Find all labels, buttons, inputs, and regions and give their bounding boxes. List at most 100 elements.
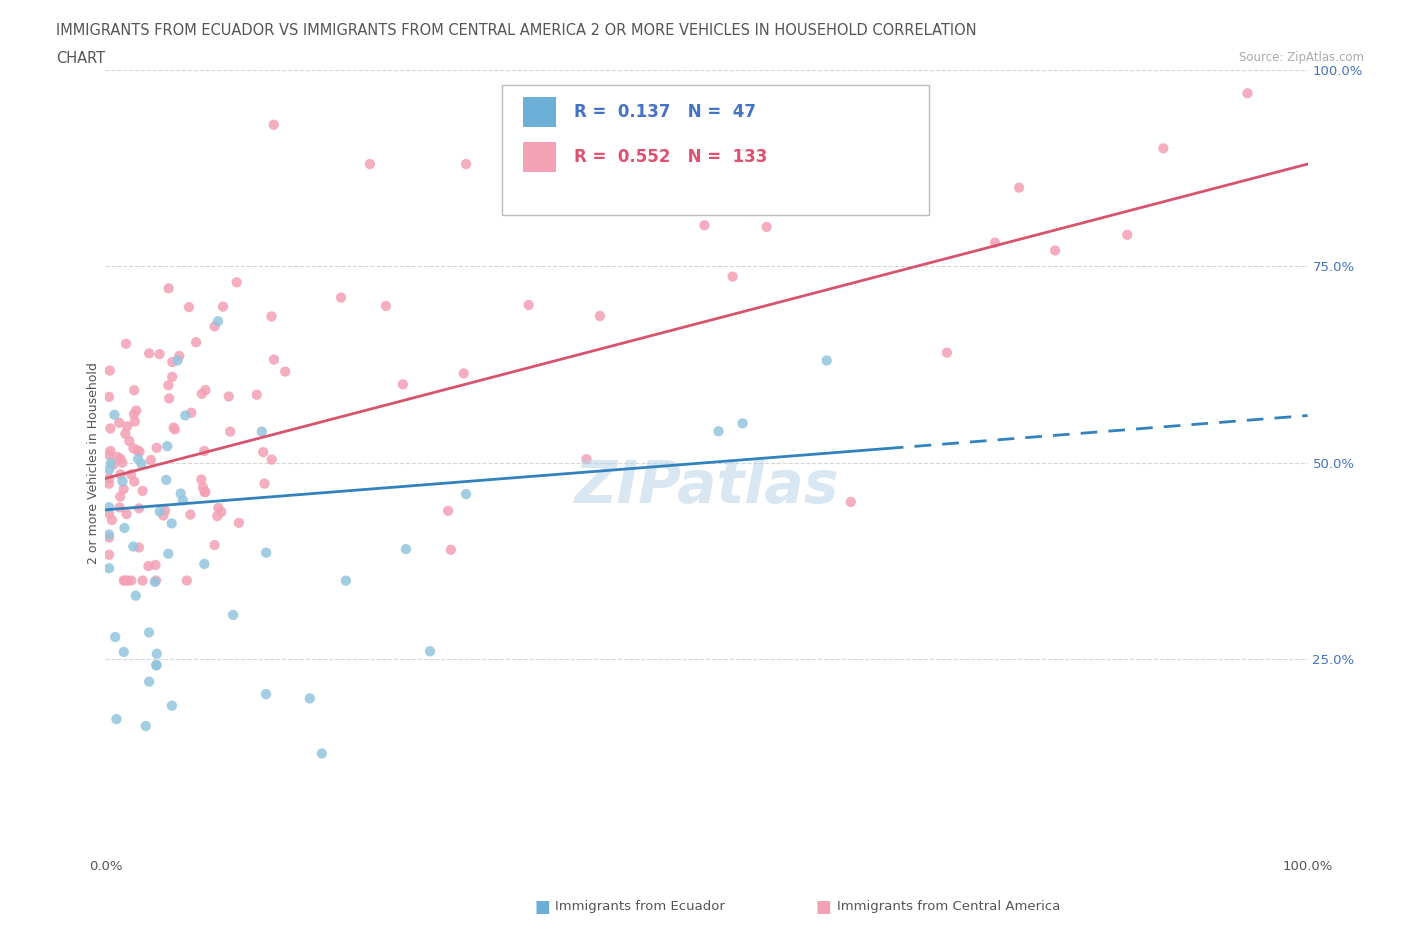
- Point: [253, 476, 276, 491]
- Point: [440, 542, 463, 557]
- Point: [260, 309, 283, 324]
- Point: [721, 269, 744, 284]
- Point: [437, 503, 460, 518]
- Point: [174, 408, 197, 423]
- Point: [131, 573, 153, 588]
- Point: [145, 441, 167, 456]
- Point: [454, 156, 477, 171]
- Point: [392, 377, 415, 392]
- Point: [1152, 141, 1174, 156]
- Point: [145, 557, 167, 572]
- Point: [128, 445, 150, 459]
- Point: [395, 541, 418, 556]
- Point: [172, 493, 194, 508]
- Point: [252, 445, 274, 459]
- Point: [575, 452, 598, 467]
- Point: [101, 458, 124, 472]
- Point: [204, 538, 226, 552]
- Point: [160, 698, 183, 713]
- Point: [747, 189, 769, 204]
- Point: [98, 447, 121, 462]
- Point: [225, 275, 247, 290]
- Point: [104, 630, 127, 644]
- Point: [98, 527, 121, 542]
- Point: [108, 500, 131, 515]
- Point: [176, 573, 198, 588]
- Point: [335, 573, 357, 588]
- Text: Immigrants from Ecuador: Immigrants from Ecuador: [555, 900, 725, 913]
- Point: [98, 476, 121, 491]
- Point: [112, 521, 135, 536]
- Text: R =  0.137   N =  47: R = 0.137 N = 47: [574, 103, 756, 121]
- Text: CHART: CHART: [56, 51, 105, 66]
- Text: Immigrants from Central America: Immigrants from Central America: [837, 900, 1060, 913]
- Text: ■: ■: [534, 897, 550, 916]
- Point: [311, 746, 333, 761]
- Point: [138, 559, 160, 574]
- Point: [936, 345, 959, 360]
- Point: [152, 508, 174, 523]
- Point: [125, 403, 148, 418]
- Point: [228, 515, 250, 530]
- Point: [194, 485, 217, 499]
- Text: IMMIGRANTS FROM ECUADOR VS IMMIGRANTS FROM CENTRAL AMERICA 2 OR MORE VEHICLES IN: IMMIGRANTS FROM ECUADOR VS IMMIGRANTS FR…: [56, 23, 977, 38]
- Point: [250, 424, 273, 439]
- Point: [1116, 227, 1139, 242]
- Point: [124, 474, 146, 489]
- Point: [138, 674, 160, 689]
- Point: [135, 719, 157, 734]
- Point: [254, 686, 277, 701]
- Point: [98, 547, 121, 562]
- Text: Source: ZipAtlas.com: Source: ZipAtlas.com: [1239, 51, 1364, 64]
- Point: [454, 486, 477, 501]
- Point: [755, 219, 778, 234]
- Point: [911, 204, 934, 219]
- Point: [419, 644, 441, 658]
- Point: [98, 390, 121, 405]
- Point: [110, 451, 132, 466]
- Point: [128, 501, 150, 516]
- Point: [246, 387, 269, 402]
- Point: [254, 545, 277, 560]
- Point: [98, 561, 121, 576]
- Point: [191, 386, 214, 401]
- Point: [693, 218, 716, 232]
- Point: [160, 369, 183, 384]
- Point: [112, 644, 135, 659]
- Point: [114, 573, 136, 588]
- Point: [193, 444, 215, 458]
- Point: [207, 313, 229, 328]
- Point: [160, 516, 183, 531]
- Point: [146, 646, 169, 661]
- Point: [149, 504, 172, 519]
- Point: [145, 658, 167, 672]
- Point: [118, 433, 141, 448]
- Point: [260, 452, 283, 467]
- Point: [122, 406, 145, 421]
- Point: [551, 188, 574, 203]
- Point: [453, 365, 475, 380]
- Point: [731, 416, 754, 431]
- Point: [177, 299, 200, 314]
- Point: [107, 449, 129, 464]
- Point: [131, 457, 153, 472]
- Point: [157, 378, 180, 392]
- FancyBboxPatch shape: [523, 142, 557, 172]
- Point: [274, 364, 297, 379]
- Point: [111, 456, 134, 471]
- Point: [157, 546, 180, 561]
- Point: [127, 443, 149, 458]
- Point: [125, 589, 148, 604]
- Point: [139, 453, 162, 468]
- Point: [194, 382, 217, 397]
- Point: [100, 444, 122, 458]
- Point: [191, 480, 214, 495]
- Point: [330, 290, 353, 305]
- Point: [124, 414, 146, 429]
- Point: [194, 485, 217, 499]
- Point: [138, 625, 160, 640]
- Point: [103, 407, 125, 422]
- Point: [143, 575, 166, 590]
- Point: [190, 472, 212, 487]
- Point: [599, 196, 621, 211]
